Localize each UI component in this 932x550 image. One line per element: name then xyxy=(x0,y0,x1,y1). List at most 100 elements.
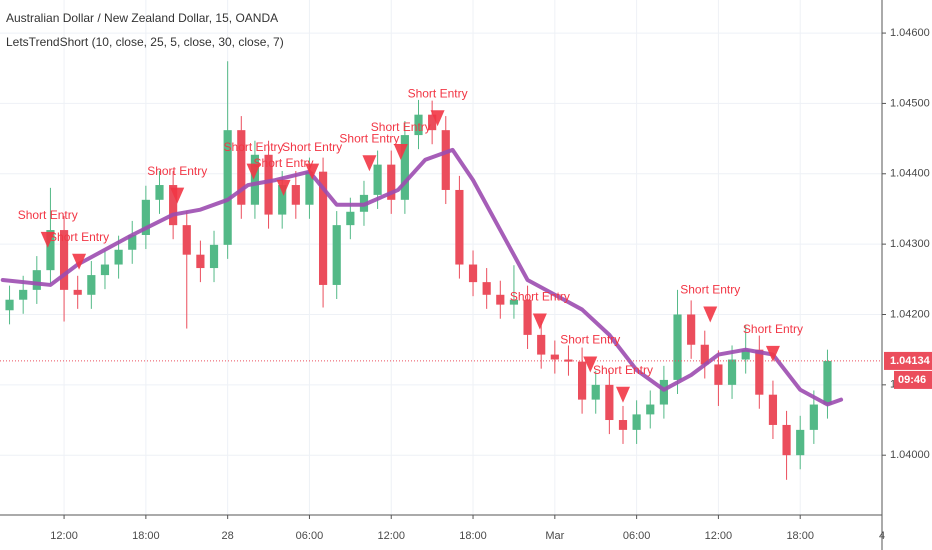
candle-body xyxy=(468,264,478,283)
short-entry-marker xyxy=(615,386,630,403)
candle-body xyxy=(223,130,232,245)
candle-body xyxy=(537,334,546,355)
candle-body xyxy=(605,384,614,421)
candle-body xyxy=(291,185,300,205)
candle-body xyxy=(5,299,14,311)
y-tick-label: 1.04400 xyxy=(890,168,930,180)
candle-body xyxy=(87,275,96,295)
candle-body xyxy=(509,299,519,305)
candle-body xyxy=(700,344,709,365)
short-entry-label: Short Entry xyxy=(18,208,78,222)
x-tick-label: 18:00 xyxy=(132,530,160,542)
short-entry-label: Short Entry xyxy=(680,283,740,297)
candle-body xyxy=(114,249,123,265)
x-tick-label: 12:00 xyxy=(50,530,78,542)
candle-body xyxy=(659,379,668,405)
x-tick-label: 28 xyxy=(222,530,234,542)
candle-body xyxy=(100,264,110,276)
short-entry-marker xyxy=(276,179,291,196)
candle-body xyxy=(169,185,178,226)
short-entry-label: Short Entry xyxy=(743,322,803,336)
short-entry-marker xyxy=(246,163,261,180)
short-entry-marker xyxy=(305,163,320,180)
candle-body xyxy=(550,354,559,360)
candle-body xyxy=(591,384,600,400)
y-tick-label: 1.04200 xyxy=(890,308,930,320)
short-entry-marker xyxy=(362,155,377,172)
candle-body xyxy=(305,171,314,205)
short-entry-label: Short Entry xyxy=(510,290,570,304)
candle-body xyxy=(673,314,682,380)
candle-body xyxy=(250,154,260,205)
x-tick-label: 4 xyxy=(879,530,885,542)
candle-body xyxy=(237,130,246,205)
short-entry-label: Short Entry xyxy=(224,140,284,154)
candle-body xyxy=(796,429,805,456)
x-tick-label: 06:00 xyxy=(623,530,651,542)
trend-line xyxy=(0,147,844,407)
candle-body xyxy=(741,349,750,360)
short-entry-label: Short Entry xyxy=(254,156,314,170)
candle-body xyxy=(278,185,287,215)
candle-body xyxy=(182,225,191,255)
candle-body xyxy=(646,404,655,415)
short-entry-label: Short Entry xyxy=(371,120,431,134)
candle-body xyxy=(809,404,818,430)
candle-body xyxy=(496,294,505,305)
candle-body xyxy=(714,364,723,385)
candle-body xyxy=(400,135,409,200)
candle-body xyxy=(373,164,382,195)
y-tick-label: 1.04000 xyxy=(890,449,930,461)
short-entry-label: Short Entry xyxy=(49,230,109,244)
candle-body xyxy=(578,361,587,400)
x-tick-label: 12:00 xyxy=(377,530,405,542)
short-entry-marker xyxy=(532,313,547,330)
last-price-label: 1.04134 xyxy=(890,355,931,367)
candle-body xyxy=(618,420,628,430)
y-tick-label: 1.04600 xyxy=(890,27,930,39)
countdown-badge xyxy=(894,370,932,389)
candle-body xyxy=(455,189,464,265)
candle-body xyxy=(768,394,778,425)
candle-body xyxy=(482,282,491,295)
x-tick-label: 12:00 xyxy=(705,530,733,542)
candle-body xyxy=(687,314,696,345)
countdown-label: 09:46 xyxy=(898,374,926,386)
candle-body xyxy=(73,289,82,295)
short-entry-label: Short Entry xyxy=(593,363,653,377)
short-entry-marker xyxy=(583,356,598,373)
candle-body xyxy=(264,154,273,215)
short-entry-marker xyxy=(40,231,55,248)
candle-body xyxy=(755,349,764,395)
short-entry-marker xyxy=(703,306,718,323)
x-tick-label: Mar xyxy=(545,530,564,542)
short-entry-marker xyxy=(170,187,185,204)
candle-body xyxy=(387,164,396,200)
candle-body xyxy=(59,230,69,290)
candle-body xyxy=(523,299,532,335)
short-entry-marker xyxy=(765,345,780,362)
candle-body xyxy=(428,114,437,131)
short-entry-label: Short Entry xyxy=(282,140,342,154)
candle-body xyxy=(441,130,450,190)
chart-title: Australian Dollar / New Zealand Dollar, … xyxy=(6,11,278,25)
indicator-legend: LetsTrendShort (10, close, 25, 5, close,… xyxy=(6,35,284,49)
candle-body xyxy=(318,171,328,285)
candle-body xyxy=(332,225,341,285)
candle-body xyxy=(782,424,791,456)
last-price-badge xyxy=(884,351,932,370)
short-entry-label: Short Entry xyxy=(560,333,620,347)
candle-body xyxy=(32,270,41,290)
candle-body xyxy=(209,244,219,269)
short-entry-marker xyxy=(430,110,445,127)
short-entry-label: Short Entry xyxy=(147,164,207,178)
candle-body xyxy=(19,289,28,300)
y-tick-label: 1.04300 xyxy=(890,238,930,250)
x-tick-label: 18:00 xyxy=(786,530,814,542)
candle-body xyxy=(632,414,641,430)
candle-body xyxy=(128,234,137,250)
candle-body xyxy=(46,230,55,271)
